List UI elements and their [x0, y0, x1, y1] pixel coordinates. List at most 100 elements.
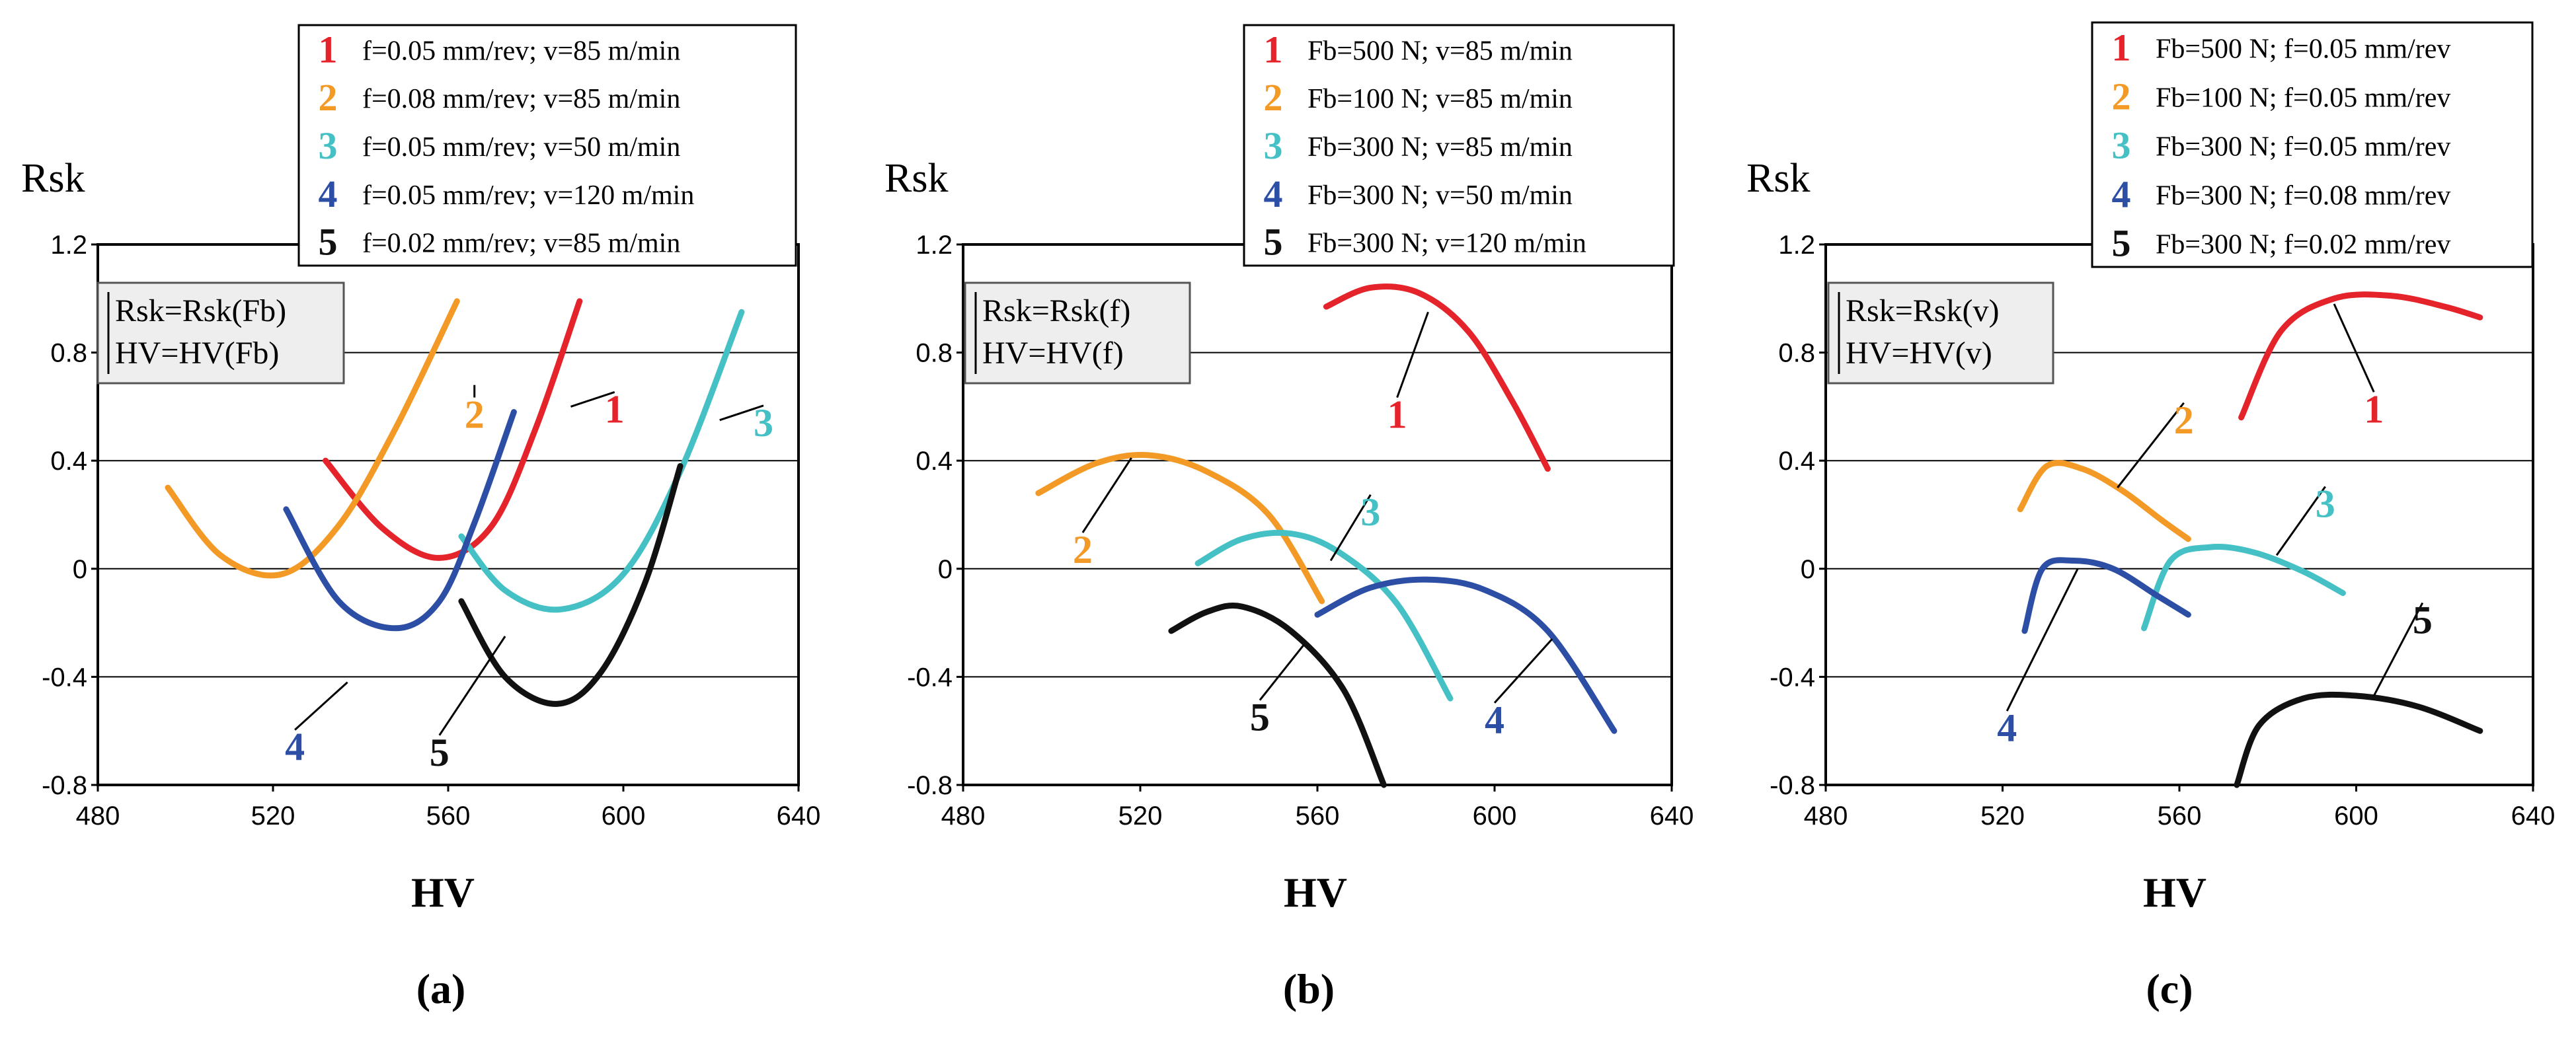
- curve-label-4: 4: [285, 725, 305, 769]
- y-tick-label: -0.8: [1770, 771, 1815, 800]
- function-box-line: HV=HV(v): [1846, 336, 1992, 371]
- curve-label-5: 5: [2413, 598, 2433, 642]
- curve-label-2: 2: [1073, 528, 1093, 572]
- legend-entry-2: Fb=100 N; f=0.05 mm/rev: [2156, 83, 2450, 113]
- x-tick-label: 520: [1980, 801, 2025, 831]
- legend-entry-3: Fb=300 N; v=85 m/min: [1308, 132, 1573, 163]
- y-tick-label: 0.4: [1778, 447, 1815, 476]
- function-box-line: HV=HV(f): [982, 336, 1124, 371]
- panel-label: (c): [2146, 965, 2193, 1012]
- series-2-line: [165, 298, 460, 579]
- function-box-line: HV=HV(Fb): [115, 336, 279, 371]
- legend-entry-1: Fb=500 N; v=85 m/min: [1308, 36, 1573, 66]
- y-tick-label: 0.4: [916, 447, 953, 476]
- panel-label: (a): [416, 965, 466, 1012]
- y-tick-label: 0: [938, 555, 953, 584]
- y-tick-label: 0.8: [916, 339, 953, 368]
- leader-line-4: [2006, 568, 2079, 712]
- legend-entry-4: Fb=300 N; f=0.08 mm/rev: [2156, 180, 2450, 211]
- legend-entry-4: Fb=300 N; v=50 m/min: [1308, 180, 1573, 211]
- x-axis-title: HV: [2143, 869, 2206, 916]
- x-tick-label: 560: [1296, 801, 1340, 831]
- legend-entry-2: Fb=100 N; v=85 m/min: [1308, 84, 1573, 114]
- y-tick-label: 0: [1801, 555, 1815, 584]
- series-4-line: [283, 409, 517, 632]
- x-tick-label: 520: [1118, 801, 1163, 831]
- legend-number-5: 5: [1264, 221, 1283, 264]
- y-tick-label: 1.2: [50, 231, 87, 260]
- y-tick-label: 1.2: [1778, 231, 1815, 260]
- curve-label-1: 1: [605, 387, 625, 431]
- y-tick-label: 0.8: [50, 339, 87, 368]
- leader-line-2: [2117, 402, 2185, 489]
- curve-label-2: 2: [2174, 398, 2194, 442]
- function-box-line: Rsk=Rsk(v): [1846, 293, 1999, 328]
- leader-line-3: [1329, 494, 1372, 562]
- series-2-line: [2017, 460, 2191, 542]
- leader-line-5: [2372, 602, 2424, 696]
- legend-entry-5: Fb=300 N; v=120 m/min: [1308, 229, 1586, 259]
- legend-number-1: 1: [2112, 26, 2131, 69]
- leader-line-5: [438, 636, 506, 736]
- leader-line-2: [1081, 457, 1132, 533]
- curve-label-3: 3: [1360, 490, 1380, 534]
- series-1-line: [1323, 283, 1551, 472]
- legend-box: [297, 24, 797, 267]
- legend-number-4: 4: [1264, 172, 1283, 215]
- legend-number-1: 1: [1264, 28, 1283, 71]
- series-5-line: [458, 463, 683, 707]
- leader-line-4: [294, 681, 348, 731]
- panel-label: (b): [1283, 965, 1335, 1012]
- leader-line-1: [570, 390, 615, 408]
- series-1-line: [2238, 291, 2483, 421]
- curve-label-5: 5: [430, 731, 449, 774]
- x-tick-label: 640: [2511, 801, 2556, 831]
- x-tick-label: 560: [426, 801, 471, 831]
- legend-entry-3: f=0.05 mm/rev; v=50 m/min: [362, 132, 680, 163]
- curve-label-1: 1: [1387, 393, 1407, 437]
- legend-number-5: 5: [2112, 221, 2131, 264]
- function-box-line: Rsk=Rsk(f): [982, 293, 1130, 328]
- legend-number-2: 2: [2112, 75, 2131, 118]
- leader-line-1: [2333, 303, 2375, 393]
- legend-number-1: 1: [319, 28, 338, 71]
- curve-label-3: 3: [754, 401, 773, 445]
- legend-entry-5: Fb=300 N; f=0.02 mm/rev: [2156, 229, 2450, 260]
- legend-box: [1243, 24, 1675, 267]
- x-tick-label: 560: [2158, 801, 2202, 831]
- series-5-line: [1168, 602, 1387, 788]
- y-tick-label: -0.8: [42, 771, 87, 800]
- x-tick-label: 520: [251, 801, 295, 831]
- x-tick-label: 600: [602, 801, 646, 831]
- y-tick-label: -0.4: [42, 663, 87, 692]
- legend-entry-3: Fb=300 N; f=0.05 mm/rev: [2156, 131, 2450, 162]
- x-tick-label: 600: [2334, 801, 2378, 831]
- curve-label-2: 2: [465, 393, 485, 437]
- curve-label-5: 5: [1250, 696, 1270, 739]
- series-4-line: [2021, 557, 2191, 634]
- leader-line-4: [1493, 638, 1553, 704]
- series-3-line: [1194, 529, 1454, 702]
- function-box-line: Rsk=Rsk(Fb): [115, 293, 286, 328]
- leader-line-3: [2275, 486, 2326, 556]
- series-3-line: [458, 309, 745, 613]
- x-tick-label: 640: [1650, 801, 1694, 831]
- y-tick-label: -0.4: [907, 663, 953, 692]
- legend-number-4: 4: [319, 172, 338, 215]
- y-tick-label: 1.2: [916, 231, 953, 260]
- legend-number-4: 4: [2112, 172, 2131, 215]
- legend-entry-2: f=0.08 mm/rev; v=85 m/min: [362, 84, 680, 114]
- legend-entry-1: Fb=500 N; f=0.05 mm/rev: [2156, 34, 2450, 64]
- y-tick-label: 0.4: [50, 447, 87, 476]
- curve-label-3: 3: [2316, 482, 2335, 526]
- leader-line-3: [719, 404, 764, 422]
- legend-entry-1: f=0.05 mm/rev; v=85 m/min: [362, 36, 680, 66]
- legend-entry-4: f=0.05 mm/rev; v=120 m/min: [362, 180, 694, 211]
- x-tick-label: 480: [941, 801, 986, 831]
- x-tick-label: 480: [1804, 801, 1848, 831]
- x-axis-title: HV: [411, 869, 475, 916]
- legend-number-2: 2: [1264, 76, 1283, 119]
- legend-number-3: 3: [319, 124, 338, 167]
